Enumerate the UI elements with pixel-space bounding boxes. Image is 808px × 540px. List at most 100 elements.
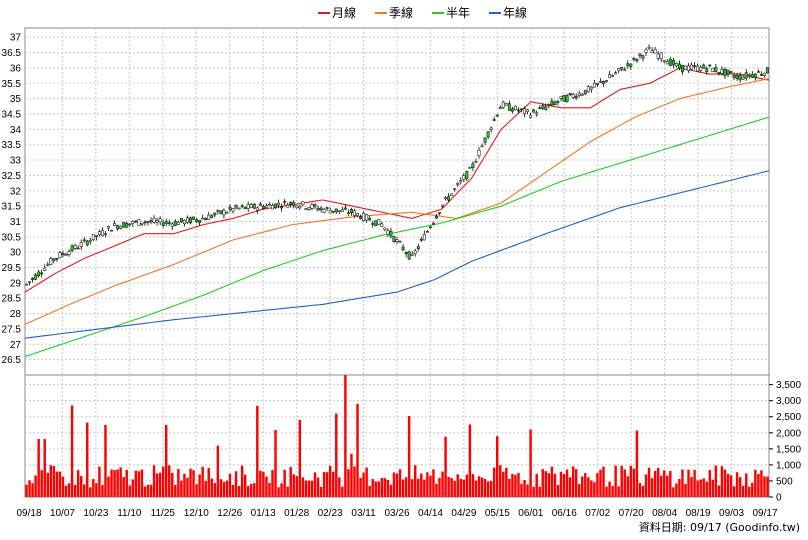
candle-body (240, 205, 244, 208)
volume-bar (705, 481, 708, 497)
candle-body (732, 75, 736, 78)
candle-body (571, 94, 575, 98)
volume-bar (362, 472, 365, 497)
volume-bar (374, 481, 377, 497)
candle-body (31, 277, 35, 280)
price-tick-label: 28.5 (2, 294, 22, 305)
volume-bar (474, 480, 478, 497)
candle-body (483, 137, 487, 143)
volume-bar (304, 480, 308, 497)
legend-label-2: 半年 (446, 6, 470, 20)
volume-bar (55, 471, 59, 497)
candle-body (510, 108, 514, 112)
volume-bar (760, 470, 763, 497)
candle-body (219, 210, 223, 214)
candle-body (577, 92, 581, 96)
volume-bar (259, 470, 262, 497)
volume-bar (146, 484, 150, 497)
candle-body (592, 83, 596, 88)
volume-bar (766, 476, 769, 497)
x-tick-label: 09/03 (719, 508, 744, 519)
candle-body (583, 90, 587, 95)
candle-body (170, 223, 174, 227)
candle-body (589, 86, 593, 90)
candle-body (431, 222, 435, 225)
volume-bar (732, 486, 736, 497)
x-tick-label: 07/02 (585, 508, 610, 519)
x-tick-label: 06/01 (518, 508, 543, 519)
candle-body (310, 204, 314, 209)
volume-bar (550, 466, 554, 497)
volume-bar (319, 486, 323, 497)
candle-body (343, 207, 347, 210)
volume-bar (641, 485, 645, 497)
volume-bar (568, 477, 572, 497)
candle-body (599, 81, 602, 83)
candle-body (726, 69, 730, 75)
volume-bar (377, 481, 380, 497)
volume-bar (556, 484, 560, 497)
candle-body (574, 96, 578, 99)
volume-bar (171, 472, 174, 497)
volume-bar (67, 483, 71, 497)
volume-bar (553, 473, 557, 497)
candle-body (468, 167, 472, 169)
volume-bar (690, 476, 693, 497)
volume-bar (532, 486, 535, 497)
volume-bar (489, 481, 493, 497)
candle-body (286, 204, 290, 208)
volume-bar (623, 469, 626, 497)
volume-bar (699, 479, 702, 497)
candle-body (410, 253, 414, 256)
candle-body (216, 210, 220, 212)
volume-bar (629, 465, 633, 497)
candle-body (204, 218, 208, 221)
candle-body (720, 69, 724, 74)
candle-body (49, 257, 53, 265)
price-tick-label: 35 (10, 94, 22, 105)
volume-bar (198, 474, 201, 497)
candle-body (614, 72, 618, 75)
candle-body (383, 227, 387, 230)
volume-bar (410, 479, 414, 497)
volume-bar (280, 483, 283, 497)
volume-bar (480, 477, 484, 497)
candle-body (258, 203, 262, 206)
candle-body (580, 94, 584, 96)
volume-panel: 3,500 3,000 2,500 2,000 1,500 1,000 500 0 (24, 374, 801, 504)
volume-bar (650, 478, 654, 497)
volume-bar (122, 477, 125, 497)
volume-bar (407, 416, 411, 497)
candle-body (179, 218, 183, 222)
candle-body (401, 246, 405, 251)
volume-bar (174, 484, 177, 497)
volume-bar (86, 422, 89, 497)
candle-body (261, 206, 265, 209)
candle-body (684, 65, 687, 71)
candle-body (462, 175, 466, 180)
volume-bar (177, 469, 180, 497)
volume-bar (61, 476, 65, 497)
volume-bar (729, 475, 733, 497)
volume-bar (708, 469, 712, 497)
volume-bar (392, 472, 396, 497)
volume-bar (438, 477, 441, 497)
legend-label-3: 年線 (503, 5, 527, 20)
volume-tick-label: 3,000 (776, 396, 801, 407)
candle-body (43, 267, 47, 271)
volume-bar (751, 482, 754, 497)
volume-bar (307, 480, 311, 497)
price-tick-label: 33 (10, 156, 22, 167)
candle-body (73, 244, 77, 249)
volume-bar (535, 473, 538, 497)
volume-bar (687, 469, 690, 497)
candle-body (453, 188, 457, 190)
x-tick-label: 08/19 (686, 508, 711, 519)
volume-bar (253, 483, 256, 497)
volume-bar (79, 476, 83, 497)
volume-bar (37, 438, 40, 497)
volume-bar (492, 467, 496, 497)
price-tick-label: 33.5 (2, 140, 22, 151)
candle-body (164, 221, 168, 224)
volume-bar (702, 478, 705, 497)
